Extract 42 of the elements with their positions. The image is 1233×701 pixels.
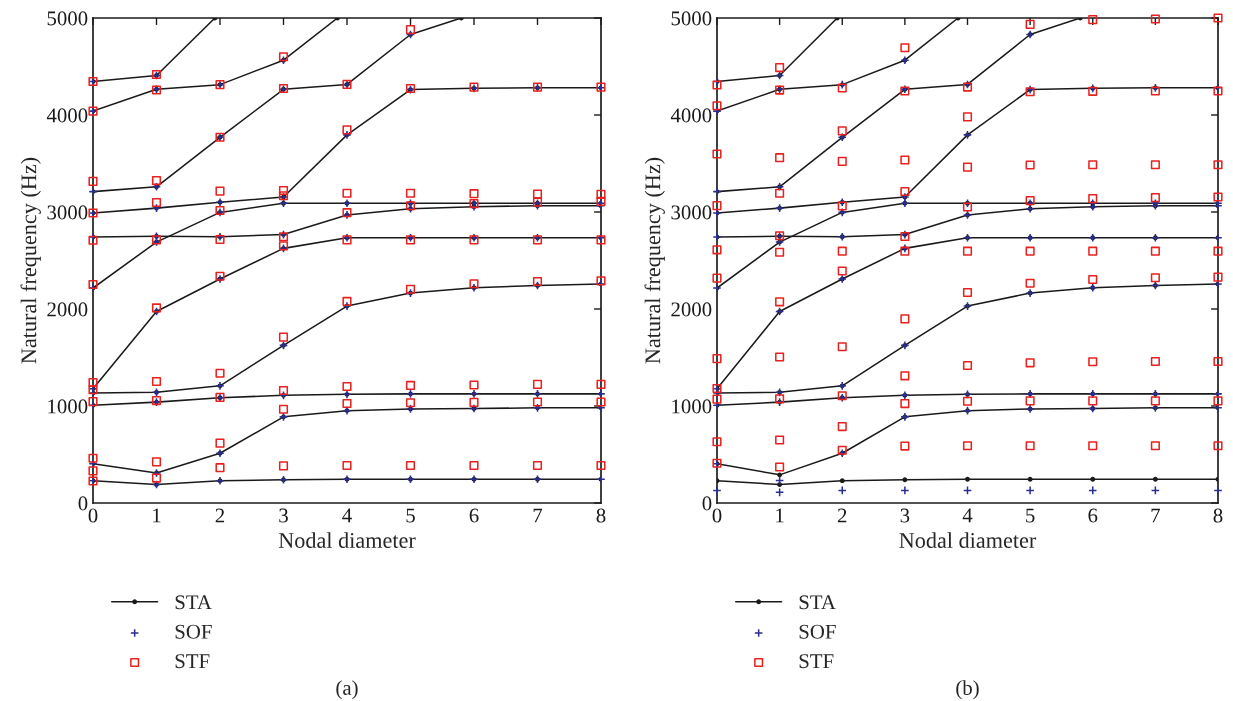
- x-tick-label: 2: [837, 508, 847, 523]
- x-tick-label: 7: [533, 508, 543, 523]
- y-axis-title: Natural frequency (Hz): [20, 157, 41, 364]
- x-tick-label: 3: [900, 508, 910, 523]
- x-tick-label: 8: [1213, 508, 1223, 523]
- x-tick-label: 2: [215, 508, 225, 523]
- x-tick-label: 6: [469, 508, 479, 523]
- x-axis-title: Nodal diameter: [899, 532, 1037, 548]
- x-tick-label: 5: [406, 508, 415, 523]
- y-tick-label: 0: [78, 496, 88, 511]
- y-tick-label: 1000: [672, 399, 712, 414]
- x-tick-label: 6: [1088, 508, 1098, 523]
- legend-label: SOF: [799, 624, 836, 639]
- y-tick-label: 2000: [671, 302, 712, 317]
- y-tick-label: 5000: [47, 11, 88, 26]
- x-tick-label: 1: [776, 508, 784, 523]
- legend-label: STA: [175, 595, 212, 610]
- text: (a): [336, 680, 358, 700]
- x-tick-label: 7: [1151, 508, 1160, 523]
- x-axis-title: Nodal diameter: [278, 532, 416, 548]
- legend-label: STF: [175, 654, 210, 669]
- y-axis-title: Natural frequency (Hz): [644, 157, 665, 364]
- x-tick-label: 4: [962, 508, 973, 523]
- y-tick-label: 3000: [671, 205, 712, 220]
- y-tick-label: 1000: [48, 399, 88, 414]
- y-tick-label: 5000: [671, 11, 712, 26]
- x-tick-label: 4: [342, 508, 352, 523]
- x-tick-label: 3: [279, 508, 288, 523]
- y-tick-label: 2000: [47, 302, 88, 317]
- y-tick-label: 3000: [47, 205, 88, 220]
- legend-label: STA: [799, 595, 836, 610]
- y-tick-label: 4000: [46, 108, 88, 123]
- y-tick-label: 4000: [670, 108, 712, 123]
- text: (b): [956, 680, 979, 700]
- x-tick-label: 8: [596, 508, 606, 523]
- legend-label: STF: [799, 654, 834, 669]
- x-tick-label: 5: [1026, 508, 1035, 523]
- x-tick-label: 1: [153, 508, 161, 523]
- legend-label: SOF: [175, 624, 212, 639]
- x-tick-label: 0: [712, 508, 722, 523]
- y-tick-label: 0: [702, 496, 712, 511]
- x-tick-label: 0: [88, 508, 98, 523]
